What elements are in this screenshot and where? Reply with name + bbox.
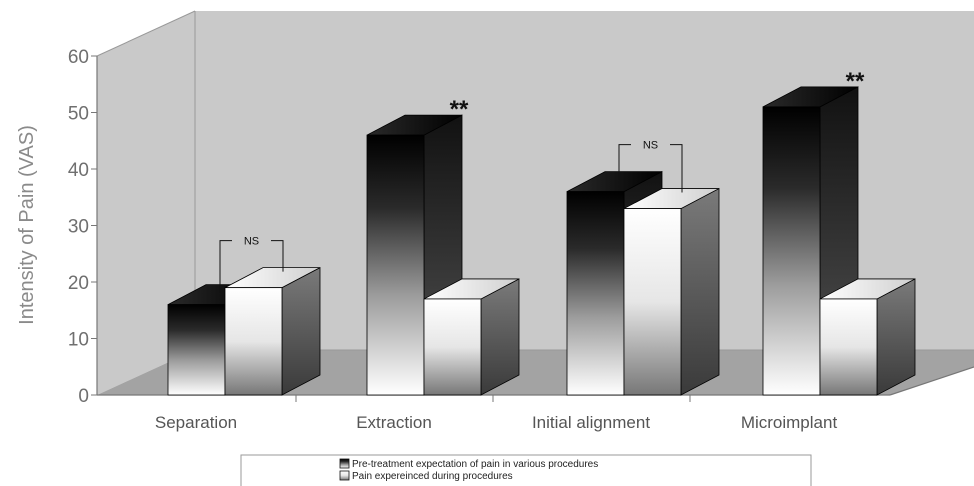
ns-label: NS: [244, 236, 259, 248]
ns-bracket-right: [670, 144, 683, 193]
ns-label: NS: [643, 140, 658, 152]
floor-edge: [889, 366, 974, 396]
bar-pre-0-front: [167, 304, 226, 396]
x-category-label: Separation: [155, 413, 237, 432]
bars-group: [167, 86, 916, 396]
ns-bracket-left: [219, 240, 232, 293]
bar-experienced-0: [224, 266, 321, 396]
legend-swatch-experienced: [339, 470, 350, 481]
y-axis-label: Intensity of Pain (VAS): [16, 125, 38, 325]
significance-annotations: NS ** NS **: [219, 68, 865, 293]
legend-label-experienced: Pain expereinced during procedures: [352, 471, 513, 482]
bar-experienced-2: [623, 187, 720, 396]
legend-swatch-pre: [339, 458, 350, 469]
bar-experienced-2-side: [680, 187, 720, 396]
bar-experienced-3-front: [819, 298, 878, 396]
y-tick-label: 40: [68, 160, 89, 181]
y-axis-ticks: 0 10 20 30 40 50 60: [68, 47, 97, 407]
bar-experienced-1-front: [423, 298, 482, 396]
y-tick-label: 10: [68, 330, 89, 351]
bar-pre-2-front: [566, 191, 625, 396]
bar-experienced-3: [819, 278, 916, 396]
y-tick-label: 50: [68, 104, 89, 125]
bar-experienced-0-side: [281, 266, 321, 396]
x-axis-labels: Separation Extraction Initial alignment Mic…: [155, 395, 838, 432]
ns-bracket-right: [271, 240, 284, 272]
y-tick-label: 30: [68, 217, 89, 238]
bar-experienced-2-front: [623, 208, 682, 396]
bar-pre-3-front: [762, 106, 821, 396]
x-category-label: Microimplant: [741, 413, 838, 432]
significance-stars: **: [846, 68, 865, 95]
y-tick-label: 20: [68, 273, 89, 294]
legend-label-pre: Pre-treatment expectation of pain in var…: [352, 459, 598, 470]
bar-experienced-0-front: [224, 287, 283, 396]
significance-stars: **: [450, 96, 469, 123]
ns-bracket-left: [618, 144, 631, 180]
bar-experienced-1: [423, 278, 520, 396]
wall-top-edge: [96, 10, 196, 57]
y-tick-label: 60: [68, 47, 89, 68]
legend: Pre-treatment expectation of pain in var…: [240, 454, 812, 486]
y-tick-label: 0: [78, 386, 89, 407]
x-category-label: Initial alignment: [532, 413, 650, 432]
bar-pre-1-front: [366, 134, 425, 396]
x-category-label: Extraction: [356, 413, 432, 432]
